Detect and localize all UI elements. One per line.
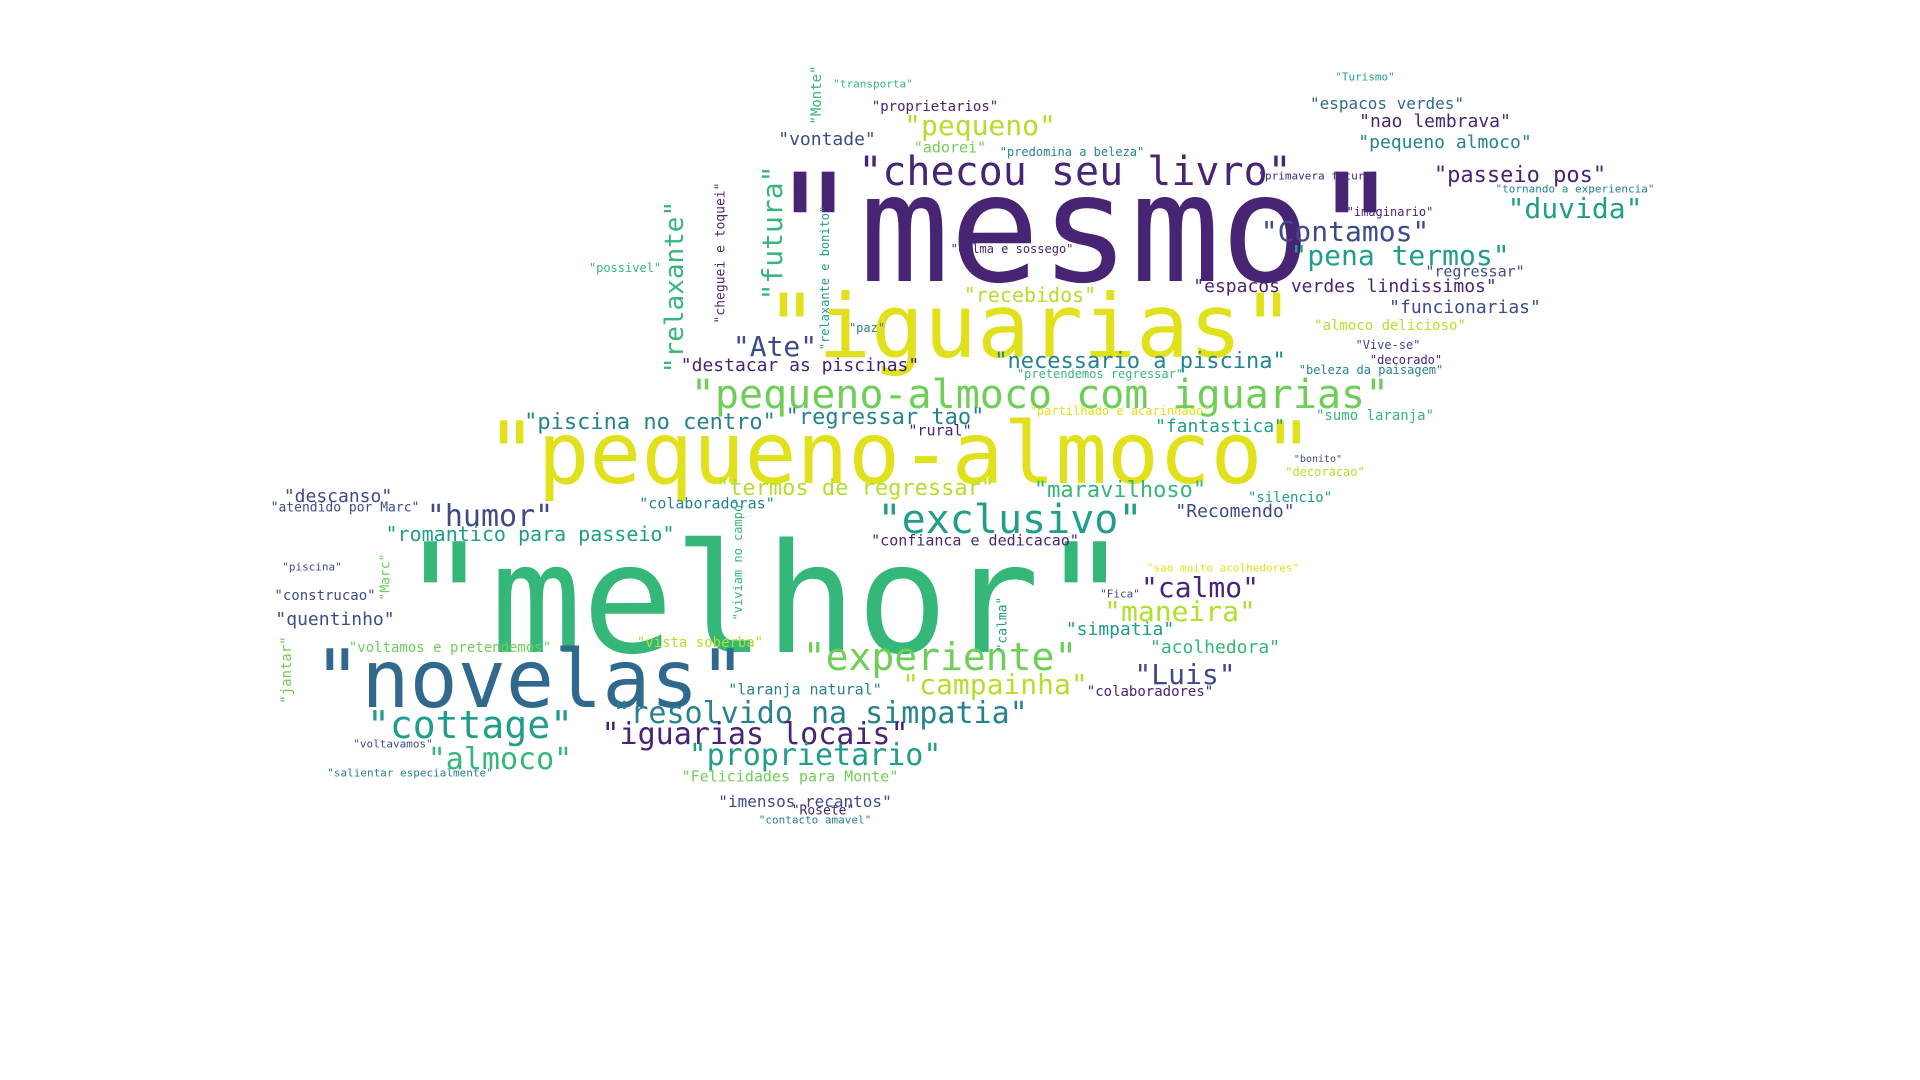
word-futura: "futura" <box>756 165 789 301</box>
word-cheguei-e-toquei: "cheguei e toquei" <box>713 182 729 324</box>
word-adorei: "adorei" <box>913 138 987 157</box>
word-jantar: "jantar" <box>279 636 295 704</box>
word-almoco: "almoco" <box>427 742 573 777</box>
word-iguarias: "iguarias" <box>765 275 1295 378</box>
word-simpatia: "simpatia" <box>1065 619 1175 640</box>
word-pequeno: "pequeno" <box>904 109 1056 142</box>
word-colaboradoras: "colaboradoras" <box>639 494 775 513</box>
word-transporta: "transporta" <box>833 77 913 91</box>
word-laranja-natural: "laranja natural" <box>728 680 882 699</box>
word-iguarias-locais: "iguarias locais" <box>601 717 909 752</box>
word-piscina: "piscina" <box>282 560 342 574</box>
word-recomendo: "Recomendo" <box>1175 501 1295 522</box>
word-contacto-amavel: "contacto amavel" <box>758 813 872 827</box>
word-decorado: "decorado" <box>1369 353 1443 367</box>
word-beleza-da-paisagem: "beleza da paisagem" <box>1298 363 1444 377</box>
word-luis: "Luis" <box>1134 658 1236 691</box>
word-calma-e-sossego: "calma e sossego" <box>950 242 1074 256</box>
word-decoracao: "decoracao" <box>1285 465 1365 479</box>
word-primavera-futura: "primavera futura" <box>1258 169 1378 183</box>
word-necessario-a-piscina: "necessario a piscina" <box>994 349 1286 374</box>
word-cottage: "cottage" <box>367 703 573 747</box>
word-proprietario: "proprietario" <box>688 738 942 773</box>
word-imensos-recantos: "imensos recantos" <box>718 792 892 811</box>
word-sao-muito-acolhedores: "sao muito acolhedores" <box>1146 561 1300 575</box>
word-felicidades-para-monte: "Felicidades para Monte" <box>681 767 899 786</box>
word-voltavamos: "voltavamos" <box>353 737 433 751</box>
word-pequeno-almoco-com-iguarias: "pequeno-almoco com iguarias" <box>690 372 1390 418</box>
word-romantico-para-passeio: "romantico para passeio" <box>385 522 675 546</box>
word-rural: "rural" <box>908 421 972 440</box>
word-imaginario: "imaginario" <box>1346 205 1434 219</box>
word-sumo-laranja: "sumo laranja" <box>1315 408 1435 424</box>
word-piscina-no-centro: "piscina no centro" <box>524 410 776 435</box>
word-calmo: "calmo" <box>1140 571 1260 604</box>
word-bonito: "bonito" <box>1293 454 1343 465</box>
word-proprietarios: "proprietarios" <box>871 99 999 115</box>
word-regressar: "regressar" <box>1425 262 1525 281</box>
word-monte: "Monte" <box>809 65 825 125</box>
word-viviam-no-campo: "viviam no campo" <box>731 497 745 621</box>
word-pequeno-almoco: "pequeno-almoco" <box>485 404 1315 504</box>
word-almoco-delicioso: "almoco delicioso" <box>1314 318 1466 334</box>
word-vontade: "vontade" <box>778 129 876 150</box>
word-partilhado-e-acarinhado: "partilhado e acarinhado" <box>1029 404 1211 418</box>
word-possivel: "possivel" <box>588 261 662 275</box>
word-vista-soberba: "vista soberba" <box>636 635 764 651</box>
word-nao-lembrava: "nao lembrava" <box>1359 111 1511 132</box>
word-fica: "Fica" <box>1100 587 1140 601</box>
word-pena-termos: "pena termos" <box>1290 239 1510 272</box>
word-duvida: "duvida" <box>1507 192 1643 225</box>
word-paz: "paz" <box>848 321 886 335</box>
word-pequeno-almoco-2: "pequeno almoco" <box>1358 132 1532 153</box>
word-voltamos-e-pretendemos: "voltamos e pretendemos" <box>348 640 552 656</box>
word-ate: "Ate" <box>732 330 818 363</box>
word-quentinho: "quentinho" <box>275 609 395 630</box>
word-campainha: "campainha" <box>902 668 1088 701</box>
word-vive-se: "Vive-se" <box>1355 338 1421 352</box>
word-humor: "humor" <box>426 499 554 534</box>
word-termos-de-regressar: "termos de regressar" <box>715 476 995 501</box>
word-espacos-verdes: "espacos verdes" <box>1309 94 1465 113</box>
word-novelas: "novelas" <box>313 633 747 726</box>
word-marc: "Marc" <box>378 553 394 601</box>
word-maneira: "maneira" <box>1104 595 1256 628</box>
word-resolvido-na-simpatia: "resolvido na simpatia" <box>612 696 1028 731</box>
word-relaxante: "relaxante" <box>660 200 690 374</box>
word-acolhedora: "acolhedora" <box>1149 637 1281 658</box>
word-relaxante-e-bonito: "relaxante e bonito" <box>818 205 832 351</box>
word-turismo: "Turismo" <box>1335 70 1395 84</box>
word-passeio-pos: "passeio pos" <box>1433 163 1607 188</box>
word-regressar-tao: "regressar tao" <box>785 405 985 430</box>
word-descanso: "descanso" <box>283 486 393 507</box>
word-fantastica: "fantastica" <box>1154 416 1286 437</box>
word-exclusivo: "exclusivo" <box>877 497 1143 543</box>
word-pretendemos-regressar: "pretendemos regressar" <box>1016 367 1184 381</box>
word-calma: "calma" <box>995 596 1011 652</box>
word-destacar-as-piscinas: "destacar as piscinas" <box>680 355 920 376</box>
word-mesmo: "mesmo" <box>768 143 1402 317</box>
word-colaboradores: "colaboradores" <box>1086 684 1214 700</box>
word-melhor: "melhor" <box>398 511 1132 688</box>
word-contamos: "Contamos" <box>1260 215 1430 248</box>
word-recebidos: "recebidos" <box>963 283 1097 307</box>
word-salientar-especialmente: "salientar especialmente" <box>327 766 493 780</box>
word-espacos-verdes-lindissimos: "espacos verdes lindissimos" <box>1193 276 1497 297</box>
word-maravilhoso: "maravilhoso" <box>1033 478 1207 503</box>
word-tornando-a-experiencia: "tornando a experiencia" <box>1495 182 1655 196</box>
word-checou-seu-livro: "checou seu livro" <box>858 149 1292 195</box>
word-rosete: "Rosete" <box>791 803 855 819</box>
word-silencio: "silencio" <box>1247 490 1333 506</box>
word-construcao: "construcao" <box>274 588 376 604</box>
word-funcionarias: "funcionarias" <box>1389 297 1541 318</box>
word-predomina-a-beleza: "predomina a beleza" <box>999 145 1145 159</box>
word-confianca-e-dedicacao: "confianca e dedicacao" <box>871 531 1079 550</box>
word-atendido-por-marc: "atendido por Marc" <box>270 500 420 516</box>
word-experiente: "experiente" <box>802 635 1078 679</box>
